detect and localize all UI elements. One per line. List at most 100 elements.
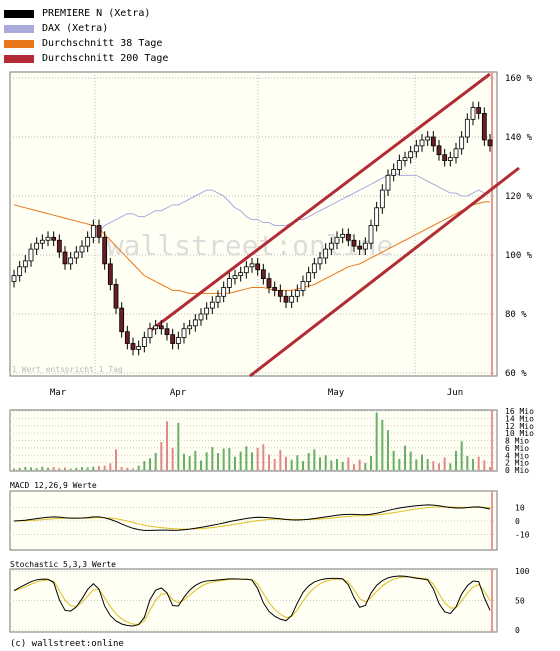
volume-bar [375,412,378,470]
stoch-tick-label: 100 [515,567,530,576]
candle-body [294,289,300,297]
candle-body [447,157,453,161]
volume-bar [426,458,429,470]
volume-bar [120,467,123,470]
candle-body [413,145,419,153]
volume-bar [171,447,174,470]
candle-body [102,236,108,265]
volume-bar [103,465,106,470]
volume-bar [69,468,72,470]
candle-body [453,148,459,159]
volume-bar [387,430,389,470]
x-tick-label: May [328,388,345,398]
volume-bar [239,451,242,470]
volume-bar [132,468,134,470]
volume-bar [302,461,304,470]
volume-bar [449,463,452,470]
candle-body [79,245,85,253]
volume-bar [460,441,463,470]
volume-bar [455,450,457,470]
volume-bar [166,421,168,470]
volume-bar [415,459,418,470]
macd-tick-label: 0 [515,517,520,526]
volume-bar [75,467,78,470]
volume-tick-label: 6 Mio [505,444,529,453]
candle-body [164,328,170,336]
candle-body [56,239,62,253]
candle-body [204,307,210,315]
volume-bar [222,448,225,470]
volume-bar [24,467,27,470]
legend-label: PREMIERE N (Xetra) [42,8,151,19]
volume-bar [330,460,333,470]
candle-body [175,337,181,344]
volume-bar [358,459,361,470]
candle-body [255,263,261,271]
candle-body [11,275,17,282]
y-tick-label: 140 % [505,133,533,143]
volume-bar [137,465,140,470]
candle-body [459,136,465,150]
candle-body [430,136,436,147]
chart-note: 1 Wert entspricht 1 Tag [12,365,123,374]
trend-channel-upper [149,72,491,333]
candle-body [249,263,255,268]
candle-body [238,272,244,277]
volume-bar [35,468,38,470]
volume-bar [256,447,259,470]
volume-bar [409,451,412,470]
volume-bar [52,467,55,470]
candle-body [306,272,312,282]
candle-body [39,239,45,244]
volume-bar [477,456,480,470]
candle-body [379,189,385,209]
candle-body [198,313,204,321]
candle-body [221,287,227,297]
candle-body [113,284,119,309]
candle-body [266,278,272,288]
stoch-tick-label: 50 [515,597,525,606]
x-tick-label: Mar [50,388,67,398]
volume-bar [324,455,327,470]
candle-body [136,346,142,350]
candle-body [419,139,425,147]
candle-body [187,325,193,330]
candle-body [272,287,278,291]
candle-body [90,225,96,238]
candle-body [487,139,493,147]
legend-label: DAX (Xetra) [42,23,109,34]
volume-bar [92,466,95,470]
volume-bar [341,461,344,470]
candle-body [334,236,340,244]
candle-body [357,245,363,250]
stoch-tick-label: 0 [515,626,520,635]
volume-bar [217,453,219,470]
volume-bar [13,468,15,470]
candle-body [289,295,295,303]
price-panel [9,71,498,377]
volume-bar [296,455,299,470]
volume-bar [149,458,151,470]
volume-bar [143,461,146,470]
trend-channel-lower [249,166,520,378]
volume-bar [347,457,350,470]
candle-body [158,325,164,330]
volume-tick-label: 0 Mio [505,466,529,475]
volume-tick-label: 12 Mio [505,422,534,431]
legend-swatch [4,39,34,48]
volume-bar [98,466,100,470]
candle-body [73,251,79,259]
volume-bar [188,455,191,470]
candle-body [442,154,448,161]
volume-tick-label: 2 Mio [505,459,529,468]
volume-bar [319,457,321,470]
candle-body [436,145,442,156]
legend-swatch [4,24,34,33]
candle-body [141,337,147,347]
volume-bar [353,464,355,470]
candle-body [351,239,357,247]
candle-body [300,281,306,291]
volume-bar [489,467,491,470]
candle-body [385,174,391,191]
volume-bar [154,453,157,470]
